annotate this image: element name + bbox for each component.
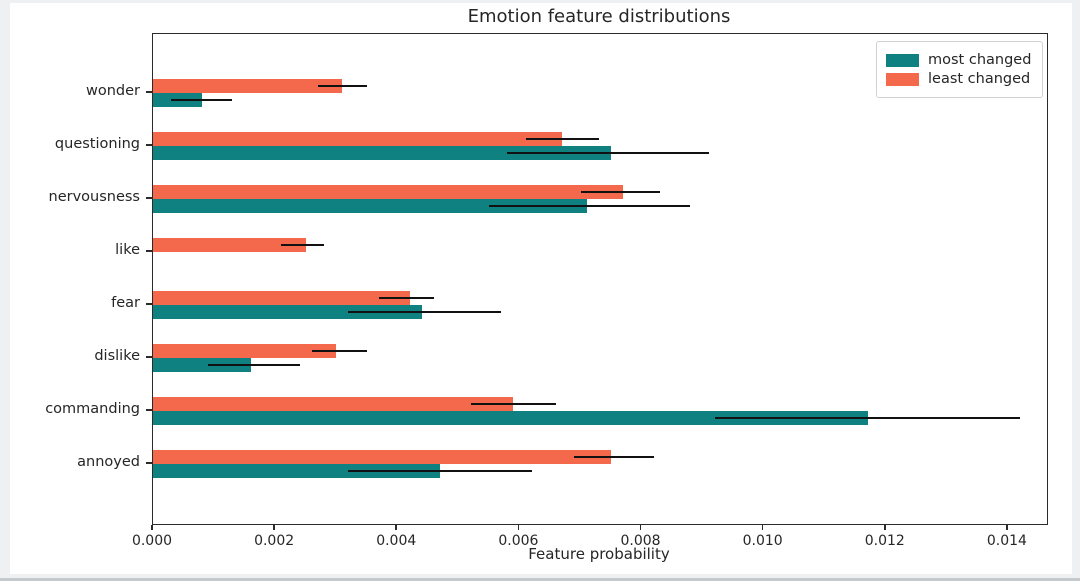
error-bar-most-changed-questioning [507, 151, 709, 155]
y-tick-commanding [146, 409, 152, 411]
legend-entry-least-changed: least changed [886, 71, 1031, 87]
bar-least-changed-nervousness [153, 185, 624, 199]
y-tick-dislike [146, 356, 152, 358]
x-tick-0.010 [761, 525, 764, 530]
legend-swatch-most-changed [886, 53, 919, 67]
error-bar-most-changed-wonder [171, 98, 233, 102]
x-tick-0.000 [151, 525, 153, 530]
x-tick-label-0.006: 0.006 [498, 533, 539, 549]
error-bar-most-changed-dislike [208, 363, 300, 367]
bar-least-changed-wonder [153, 79, 343, 93]
bar-most-changed-annoyed [153, 464, 440, 478]
y-tick-label-nervousness: nervousness [48, 189, 141, 205]
y-tick-wonder [146, 91, 152, 93]
error-bar-most-changed-annoyed [348, 469, 532, 473]
legend-label: most changed [928, 52, 1032, 68]
y-tick-label-dislike: dislike [94, 348, 140, 364]
error-bar-least-changed-nervousness [580, 190, 660, 194]
error-bar-least-changed-dislike [311, 349, 367, 353]
window-bottom-edge [0, 578, 1080, 581]
x-tick-label-0.008: 0.008 [620, 533, 661, 549]
x-tick-0.006 [517, 525, 520, 530]
y-tick-label-wonder: wonder [85, 83, 140, 99]
legend: most changed least changed [876, 41, 1044, 98]
x-axis-label: Feature probability [528, 545, 670, 563]
bar-least-changed-annoyed [153, 450, 611, 464]
y-tick-label-like: like [115, 242, 140, 258]
y-tick-nervousness [146, 197, 152, 199]
legend-entry-most-changed: most changed [886, 52, 1031, 68]
x-tick-label-0.002: 0.002 [254, 533, 295, 549]
bar-most-changed-nervousness [153, 199, 587, 213]
error-bar-least-changed-questioning [525, 137, 599, 141]
error-bar-least-changed-fear [378, 296, 434, 300]
x-tick-label-0.000: 0.000 [131, 533, 173, 549]
bar-most-changed-questioning [153, 146, 611, 160]
bar-least-changed-commanding [153, 397, 514, 411]
y-tick-label-questioning: questioning [54, 136, 140, 152]
plot-area [152, 33, 1048, 525]
y-tick-questioning [146, 144, 152, 146]
error-bar-least-changed-like [281, 243, 324, 247]
bar-least-changed-like [153, 238, 306, 252]
bar-most-changed-dislike [153, 358, 251, 372]
y-tick-label-fear: fear [111, 295, 140, 311]
y-tick-label-annoyed: annoyed [77, 454, 140, 470]
bar-most-changed-fear [153, 305, 422, 319]
legend-label: least changed [928, 71, 1031, 87]
x-tick-0.008 [639, 525, 642, 530]
legend-swatch-least-changed [886, 72, 919, 86]
x-tick-label-0.004: 0.004 [376, 533, 417, 549]
bar-least-changed-fear [153, 291, 410, 305]
error-bar-least-changed-wonder [317, 84, 367, 88]
error-bar-least-changed-commanding [470, 402, 556, 406]
error-bar-most-changed-nervousness [488, 204, 691, 208]
error-bar-most-changed-fear [348, 310, 502, 314]
y-tick-like [146, 250, 152, 252]
x-tick-label-0.010: 0.010 [742, 533, 783, 549]
x-tick-0.014 [1006, 525, 1008, 530]
bar-least-changed-dislike [153, 344, 337, 358]
y-tick-label-commanding: commanding [45, 401, 140, 417]
x-tick-label-0.014: 0.014 [986, 533, 1027, 549]
x-tick-0.002 [273, 525, 275, 530]
y-tick-annoyed [146, 462, 152, 464]
bar-most-changed-commanding [153, 411, 868, 425]
x-tick-0.012 [883, 525, 886, 530]
y-tick-fear [146, 303, 152, 305]
chart-title: Emotion feature distributions [467, 6, 731, 27]
error-bar-least-changed-annoyed [574, 455, 654, 459]
x-tick-label-0.012: 0.012 [864, 533, 905, 549]
x-tick-0.004 [395, 525, 398, 530]
bar-least-changed-questioning [153, 132, 563, 146]
error-bar-most-changed-commanding [714, 416, 1021, 420]
